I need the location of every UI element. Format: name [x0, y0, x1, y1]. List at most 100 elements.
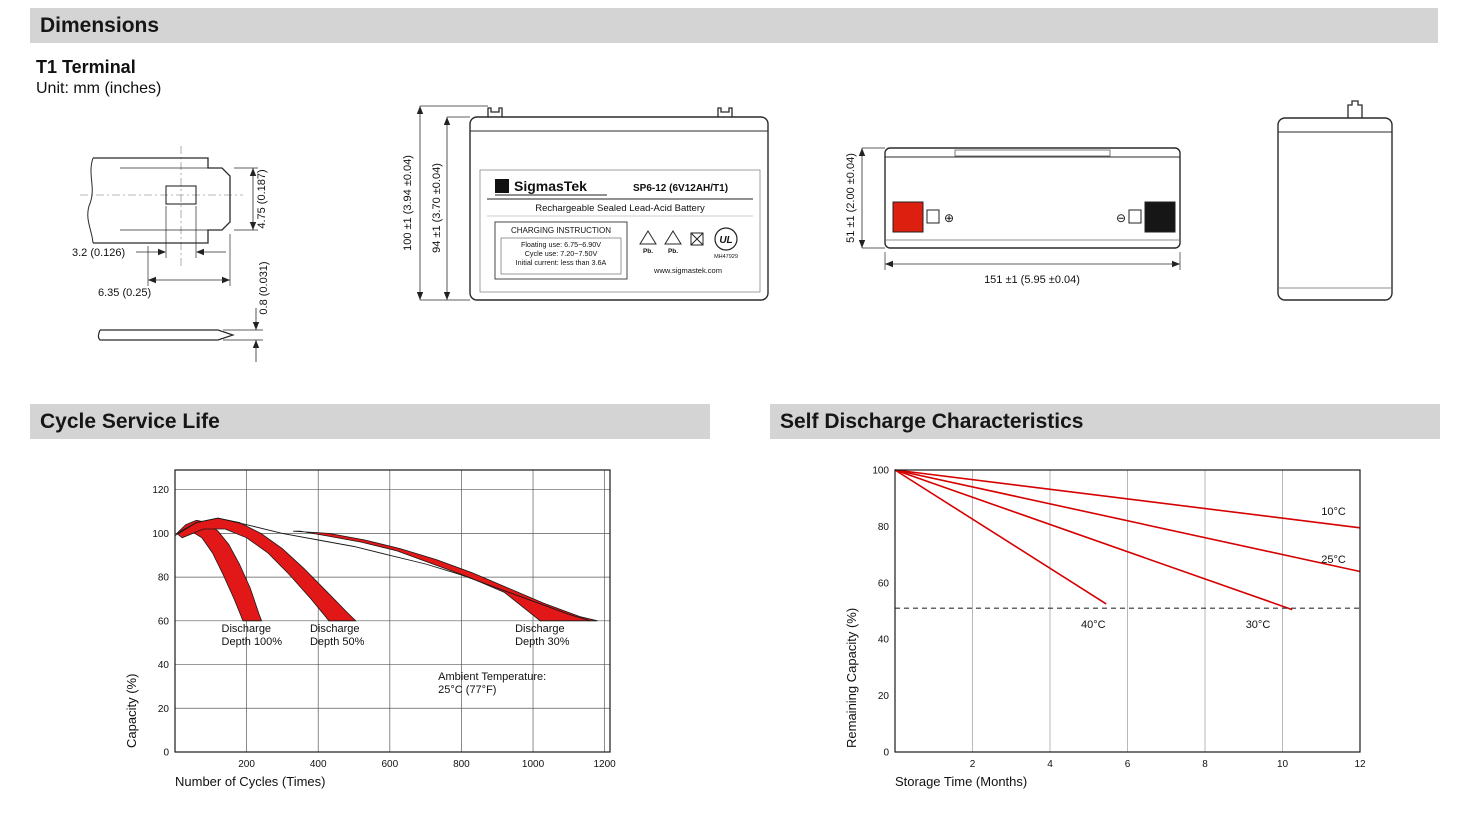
chart-annotation: 10°C	[1321, 506, 1346, 518]
chart-annotation: Depth 50%	[310, 636, 365, 648]
website-text: www.sigmastek.com	[653, 266, 722, 275]
plus-symbol: ⊕	[944, 211, 954, 225]
dim-hole-text: 3.2 (0.126)	[72, 247, 125, 259]
pb-text-1: Pb.	[643, 248, 653, 255]
battery-side-view: 51 ±1 (2.00 ±0.04) ⊕ ⊖ 151 ±1 (5.95 ±0.0…	[845, 147, 1181, 286]
series-25°C	[894, 469, 1361, 573]
chart-annotation: 25°C	[1321, 554, 1346, 566]
y-tick-label: 80	[878, 522, 890, 533]
chart-annotation: Discharge	[515, 623, 565, 635]
series-40°C	[894, 469, 1107, 605]
end-terminal	[1347, 100, 1363, 118]
sigma-logo-box	[495, 179, 509, 193]
x-tick-label: 12	[1354, 759, 1366, 770]
dim-tab-length-text: 6.35 (0.25)	[98, 287, 151, 299]
y-tick-label: 60	[878, 578, 890, 589]
cycle-service-life-header: Cycle Service Life	[30, 404, 710, 439]
charging-instruction-box	[494, 221, 628, 280]
ul-code-text: MH47929	[714, 254, 738, 260]
chart-annotation: 25°C (77°F)	[438, 684, 496, 696]
chart-annotation: 30°C	[1246, 619, 1271, 631]
envelope-line	[174, 517, 591, 622]
dim-side-height: 51 ±1 (2.00 ±0.04)	[845, 147, 885, 249]
battery-type-text: Rechargeable Sealed Lead-Acid Battery	[535, 203, 705, 214]
x-tick-label: 6	[1125, 759, 1131, 770]
y-tick-label: 0	[163, 748, 169, 759]
chart-annotation: Discharge	[222, 623, 272, 635]
plot-border	[174, 469, 611, 753]
terminal-detail-drawing: 4.75 (0.187) 3.2 (0.126) 6.35 (0.25)	[72, 146, 270, 362]
self-discharge-header: Self Discharge Characteristics	[770, 404, 1440, 439]
series-30°C	[894, 469, 1293, 611]
ul-mark-icon: UL	[714, 227, 738, 251]
dimensions-section-header: Dimensions	[30, 8, 1438, 43]
terminal-top-view	[87, 157, 231, 244]
band-discharge-depth-50	[176, 517, 357, 622]
chart-annotation: Discharge	[310, 623, 360, 635]
minus-symbol: ⊖	[1116, 211, 1126, 225]
y-tick-label: 0	[883, 748, 889, 759]
terminal-profile-view: 0.8 (0.031)	[97, 261, 270, 362]
dim-side-length: 151 ±1 (5.95 ±0.04)	[884, 252, 1181, 286]
x-tick-label: 1200	[594, 759, 617, 770]
self-discharge-chart: 2 4 6 8 10 12 0 20 40 60 80 100 10°C 25°C 40°C 30°C Stor…	[844, 466, 1366, 790]
negative-terminal-block	[1144, 201, 1176, 233]
y-tick-label: 80	[158, 573, 170, 584]
chart-annotation: Depth 100%	[222, 636, 283, 648]
negative-terminal-tab	[1128, 209, 1142, 224]
charging-line-1: Floating use: 6.75~6.90V	[521, 240, 601, 249]
x-tick-label: 1000	[522, 759, 545, 770]
y-tick-label: 100	[152, 529, 169, 540]
dim-case-height-text: 94 ±1 (3.70 ±0.04)	[431, 163, 443, 253]
battery-front-view: 100 ±1 (3.94 ±0.04) 94 ±1 (3.70 ±0.04) Σ…	[402, 105, 769, 301]
terminal-hole	[165, 185, 197, 205]
x-tick-label: 4	[1047, 759, 1053, 770]
unit-note: Unit: mm (inches)	[36, 80, 162, 97]
sigma-logo-glyph: Σ	[499, 181, 506, 193]
dim-tab-length: 6.35 (0.25)	[98, 234, 231, 299]
model-text: SP6-12 (6V12AH/T1)	[633, 183, 728, 194]
dimensions-title: Dimensions	[40, 14, 160, 37]
charging-line-2: Cycle use: 7.20~7.50V	[525, 249, 598, 258]
x-axis-label: Storage Time (Months)	[895, 774, 1027, 789]
positive-terminal-block	[892, 201, 924, 233]
x-tick-label: 10	[1277, 759, 1289, 770]
positive-terminal-tab	[926, 209, 940, 224]
x-axis-label: Number of Cycles (Times)	[175, 774, 325, 789]
charging-title-text: CHARGING INSTRUCTION	[511, 226, 611, 235]
battery-end-view	[1277, 100, 1393, 301]
battery-side-body: ⊕ ⊖	[884, 147, 1181, 249]
chart-annotation: Depth 30%	[515, 636, 570, 648]
chart-annotation: 40°C	[1081, 619, 1106, 631]
dim-side-length-text: 151 ±1 (5.95 ±0.04)	[984, 274, 1080, 286]
pb-text-2: Pb.	[668, 248, 678, 255]
charging-line-3: Initial current: less than 3.6A	[516, 258, 607, 267]
ul-mark-text: UL	[719, 235, 732, 246]
self-discharge-title: Self Discharge Characteristics	[780, 410, 1084, 433]
y-axis-label: Capacity (%)	[124, 674, 139, 748]
dim-overall-height-text: 100 ±1 (3.94 ±0.04)	[402, 155, 414, 251]
brand-text: SigmasTek	[514, 178, 587, 194]
y-tick-label: 40	[158, 660, 170, 671]
x-tick-label: 200	[238, 759, 255, 770]
series-10°C	[894, 469, 1361, 529]
dim-tab-thickness-text: 0.8 (0.031)	[258, 261, 270, 314]
chart-annotation: Ambient Temperature:	[438, 671, 546, 683]
plot-border	[894, 469, 1361, 753]
battery-label: Σ SigmasTek SP6-12 (6V12AH/T1) Rechargea…	[479, 169, 761, 293]
y-axis-label: Remaining Capacity (%)	[844, 608, 859, 748]
cycle-title: Cycle Service Life	[40, 410, 220, 433]
y-tick-label: 100	[872, 466, 889, 477]
dim-side-height-text: 51 ±1 (2.00 ±0.04)	[845, 153, 857, 243]
dim-tab-width-text: 4.75 (0.187)	[256, 169, 268, 228]
front-terminal-left	[487, 107, 503, 117]
battery-end-body	[1277, 117, 1393, 301]
x-tick-label: 2	[970, 759, 976, 770]
dim-tab-width: 4.75 (0.187)	[234, 167, 268, 231]
y-tick-label: 120	[152, 485, 169, 496]
x-tick-label: 800	[453, 759, 470, 770]
dim-overall-height: 100 ±1 (3.94 ±0.04)	[402, 105, 488, 301]
front-terminal-right	[717, 107, 733, 117]
crossed-bin-icon	[690, 232, 704, 246]
cycle-service-life-chart: 200 400 600 800 1000 1200 0 20 40 60 80 100 120 Disch…	[124, 469, 617, 789]
